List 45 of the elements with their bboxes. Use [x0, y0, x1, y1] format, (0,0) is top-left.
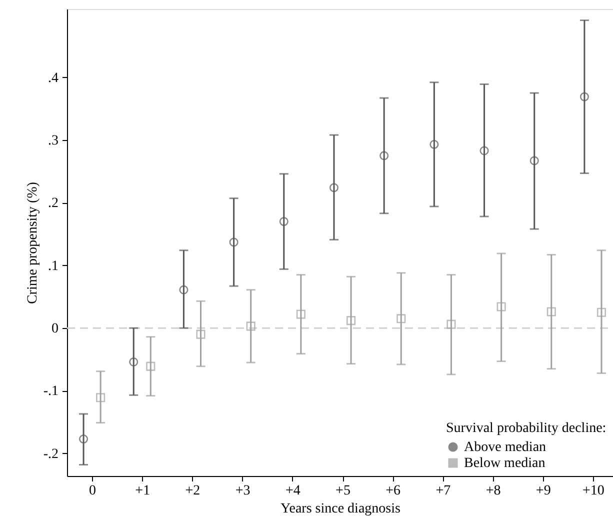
legend-title: Survival probability decline:: [446, 421, 606, 436]
y-axis-title: Crime propensity (%): [25, 182, 40, 304]
point: [546, 307, 556, 316]
x-tick-label: +1: [135, 484, 150, 498]
point: [246, 322, 256, 331]
x-tick-label: +4: [285, 484, 300, 498]
point: [496, 302, 506, 312]
point: [229, 238, 238, 247]
legend-label: Below median: [464, 456, 546, 471]
point: [196, 330, 206, 339]
point: [179, 285, 188, 294]
x-tick-label: +7: [436, 484, 451, 498]
point: [480, 146, 489, 156]
point: [79, 434, 88, 444]
point: [129, 357, 138, 366]
legend-label: Above median: [464, 440, 546, 455]
x-tick-label: 0: [89, 484, 96, 498]
x-tick-label: +3: [235, 484, 250, 498]
y-tick-label: .2: [48, 196, 58, 212]
x-axis-title: Years since diagnosis: [280, 502, 400, 516]
point: [96, 393, 106, 402]
point: [329, 183, 339, 192]
x-tick-label: +10: [582, 484, 604, 498]
y-tick-label: 0: [52, 322, 58, 337]
point: [346, 316, 356, 326]
point: [279, 216, 288, 226]
x-tick-label: +6: [386, 484, 401, 498]
point: [430, 140, 439, 149]
point: [296, 310, 306, 319]
point: [446, 320, 456, 329]
point: [396, 314, 406, 324]
y-tick-label: -.1: [43, 384, 58, 400]
point: [580, 92, 589, 102]
x-tick-label: +2: [185, 484, 200, 498]
point: [530, 156, 539, 166]
y-tick-label: .4: [48, 70, 58, 86]
x-tick-label: +8: [486, 484, 501, 498]
point: [596, 308, 606, 317]
y-tick-label: .3: [48, 134, 58, 149]
y-tick-label: .1: [48, 258, 58, 274]
x-tick-label: +5: [336, 484, 350, 498]
point: [146, 362, 156, 371]
x-tick-label: +9: [536, 484, 551, 498]
y-tick-label: -.2: [43, 446, 58, 462]
point: [380, 151, 389, 160]
